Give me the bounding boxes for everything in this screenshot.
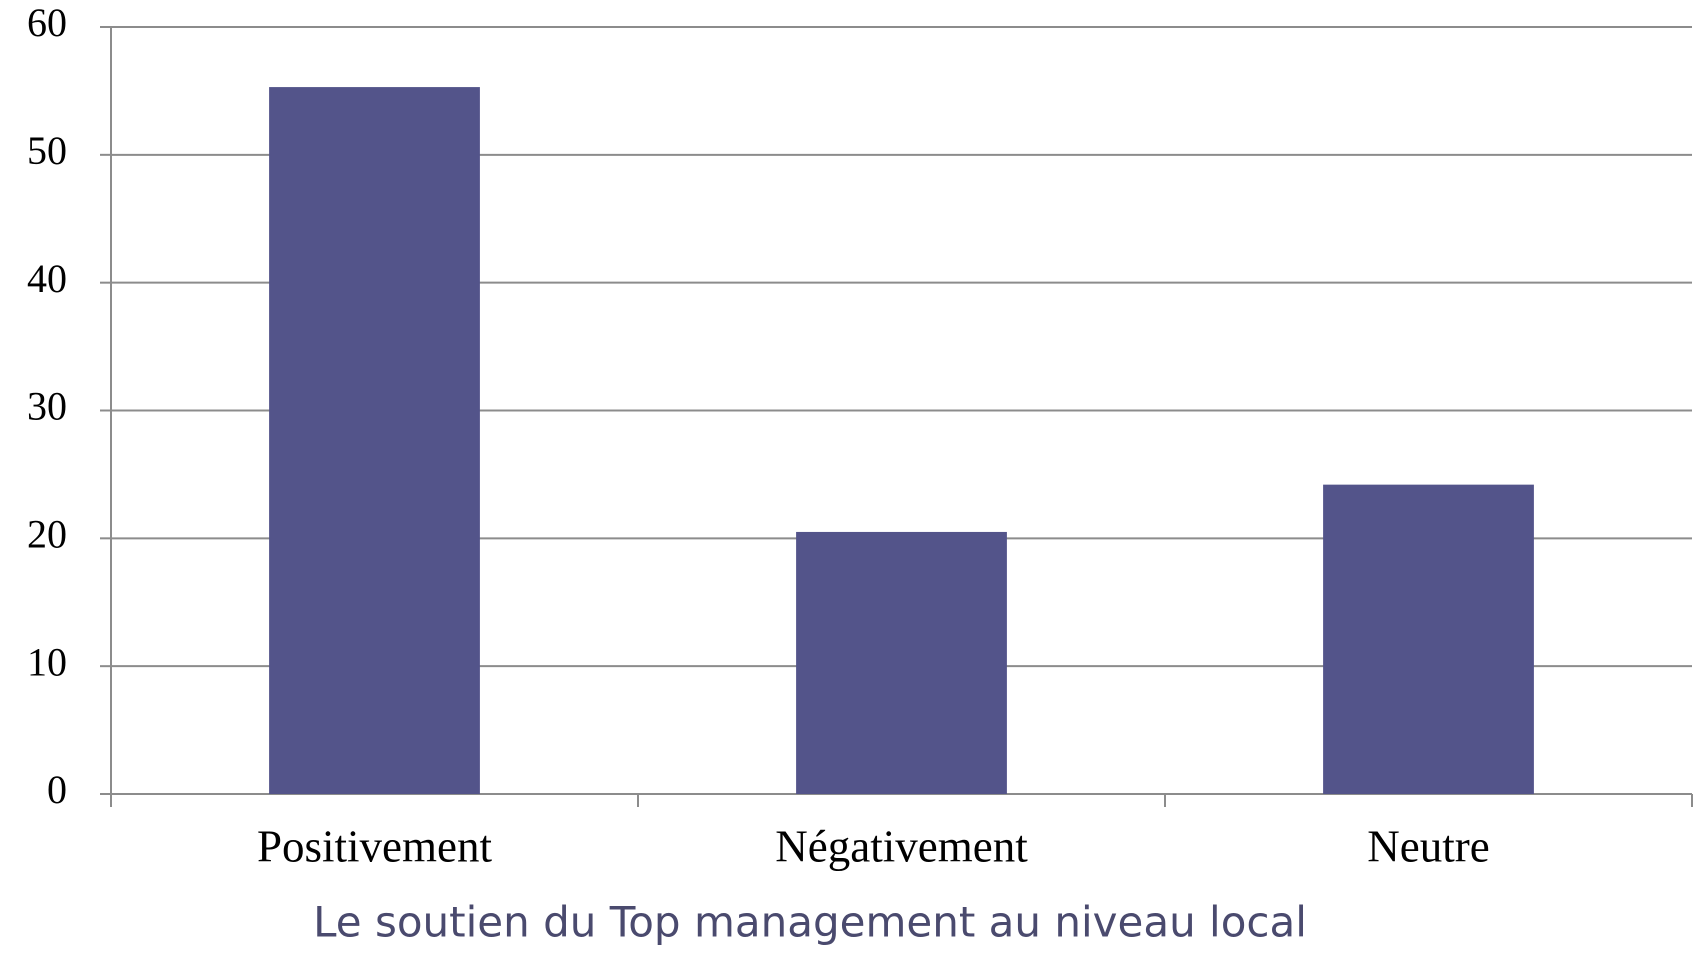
bar — [1323, 484, 1534, 794]
x-tick-label: Positivement — [257, 821, 492, 871]
y-tick-label: 20 — [27, 512, 67, 557]
y-tick-label: 30 — [27, 384, 67, 429]
x-axis-label: Le soutien du Top management au niveau l… — [313, 898, 1307, 947]
y-tick-label: 60 — [27, 0, 67, 45]
y-tick-label: 40 — [27, 256, 67, 301]
bar — [796, 531, 1007, 794]
y-tick-label: 0 — [47, 767, 67, 812]
y-tick-label: 10 — [27, 639, 67, 684]
y-tick-label: 50 — [27, 128, 67, 173]
x-tick-label: Neutre — [1367, 821, 1489, 871]
bar — [269, 87, 480, 794]
x-tick-label: Négativement — [775, 821, 1028, 871]
